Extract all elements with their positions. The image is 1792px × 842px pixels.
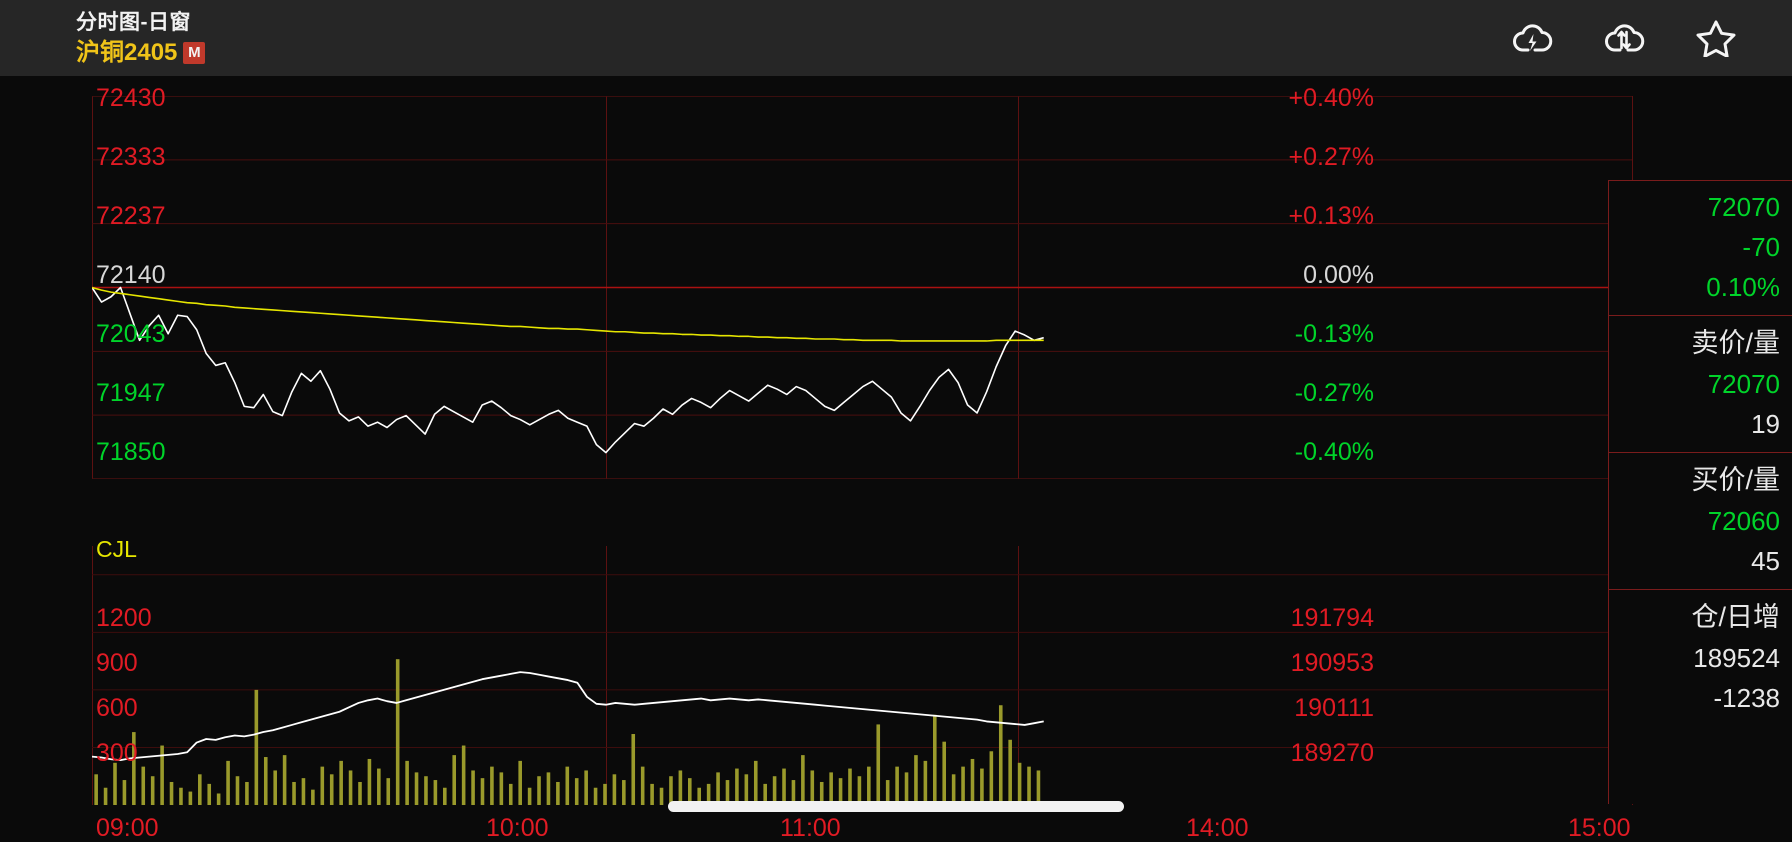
price-axis-label: 72333 (96, 143, 166, 171)
grid-line-vertical (92, 546, 93, 805)
bid-volume: 45 (1751, 546, 1780, 576)
open-interest-header: 仓/日增 (1691, 602, 1780, 632)
symbol-badge: M (183, 41, 206, 64)
volume-axis-label: 1200 (96, 604, 152, 632)
percent-axis-label: -0.13% (1294, 320, 1374, 348)
percent-axis-label: 0.00% (1303, 261, 1374, 289)
grid-line-vertical (606, 546, 607, 805)
price-axis-label: 72237 (96, 202, 166, 230)
time-axis-label: 11:00 (780, 814, 841, 842)
open-interest-axis-label: 190111 (1294, 694, 1374, 722)
percent-axis-label: -0.27% (1294, 379, 1374, 407)
cloud-sync-icon[interactable] (1602, 16, 1646, 60)
price-change-percent: 0.10% (1706, 272, 1780, 302)
time-axis-label: 15:00 (1568, 814, 1631, 842)
price-chart-svg (92, 96, 1632, 479)
open-interest-axis-label: 191794 (1290, 604, 1374, 632)
ask-volume: 19 (1751, 409, 1780, 439)
open-interest-change: -1238 (1713, 683, 1781, 713)
ask-block: 卖价/量 72070 19 (1609, 316, 1792, 453)
quote-summary-block: 72070 -70 0.10% (1609, 181, 1792, 316)
volume-plot[interactable] (92, 546, 1632, 805)
price-axis-label: 72140 (96, 261, 166, 289)
quote-panel: 72070 -70 0.10% 卖价/量 72070 19 买价/量 72060… (1608, 180, 1792, 804)
open-interest-block: 仓/日增 189524 -1238 (1609, 590, 1792, 726)
price-change: -70 (1742, 232, 1780, 262)
chart-mode-label: 分时图-日窗 (76, 10, 191, 34)
price-plot[interactable] (92, 96, 1632, 479)
volume-axis-label: 600 (96, 694, 138, 722)
star-icon[interactable] (1694, 16, 1738, 60)
volume-indicator-label: CJL (96, 536, 137, 562)
cloud-lightning-icon[interactable] (1510, 16, 1554, 60)
grid-line-vertical (1018, 546, 1019, 805)
price-axis-label: 72043 (96, 320, 166, 348)
title-block: 分时图-日窗 沪铜2405 M (76, 10, 206, 67)
top-bar: 分时图-日窗 沪铜2405 M (0, 0, 1792, 76)
open-interest-value: 189524 (1693, 643, 1780, 673)
topbar-actions (1510, 16, 1738, 60)
last-price: 72070 (1707, 192, 1780, 222)
time-axis-label: 10:00 (486, 814, 549, 842)
volume-axis-label: 900 (96, 649, 138, 677)
ask-header: 卖价/量 (1691, 328, 1780, 358)
chart-area[interactable]: 72430 72333 72237 72140 72043 71947 7185… (0, 76, 1792, 841)
bid-block: 买价/量 72060 45 (1609, 453, 1792, 590)
price-axis-label: 71947 (96, 379, 166, 407)
percent-axis-label: +0.27% (1288, 143, 1375, 171)
symbol-row: 沪铜2405 M (76, 38, 206, 67)
bid-header: 买价/量 (1691, 465, 1780, 495)
ask-price: 72070 (1707, 369, 1780, 399)
time-axis-label: 09:00 (96, 814, 159, 842)
home-indicator (668, 801, 1124, 812)
time-axis-label: 14:00 (1186, 814, 1249, 842)
price-axis-label: 72430 (96, 84, 166, 112)
percent-axis-label: -0.40% (1294, 438, 1374, 466)
symbol-name[interactable]: 沪铜2405 (76, 38, 178, 66)
open-interest-axis-label: 189270 (1290, 739, 1374, 767)
volume-chart-svg (92, 546, 1632, 805)
volume-axis-label: 300 (96, 739, 138, 767)
percent-axis-label: +0.40% (1288, 84, 1375, 112)
open-interest-axis-label: 190953 (1290, 649, 1374, 677)
percent-axis-label: +0.13% (1288, 202, 1375, 230)
bid-price: 72060 (1707, 506, 1780, 536)
price-axis-label: 71850 (96, 438, 166, 466)
